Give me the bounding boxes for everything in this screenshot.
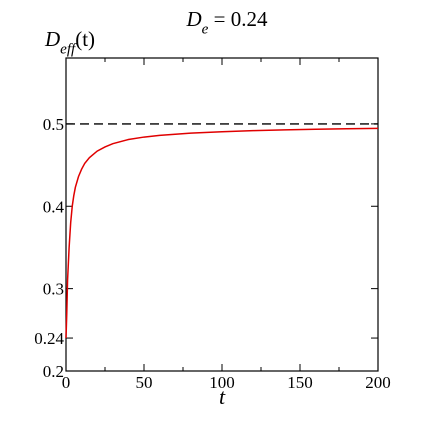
x-tick-label: 50 — [136, 373, 153, 392]
x-tick-label: 0 — [62, 373, 71, 392]
x-tick-label: 200 — [365, 373, 391, 392]
x-axis-label: t — [219, 384, 226, 409]
y-tick-label: 0.2 — [43, 362, 64, 381]
plot-frame — [65, 57, 379, 372]
y-axis-label: Deff(t) — [44, 27, 95, 57]
series-line — [65, 127, 379, 339]
y-tick-label: 0.5 — [43, 115, 64, 134]
x-tick-label: 100 — [209, 373, 235, 392]
chart-title: De = 0.24 — [186, 7, 268, 37]
y-tick-label: 0.4 — [43, 197, 65, 216]
x-tick-label: 150 — [287, 373, 313, 392]
y-tick-label: 0.24 — [34, 329, 64, 348]
y-tick-label: 0.3 — [43, 280, 64, 299]
